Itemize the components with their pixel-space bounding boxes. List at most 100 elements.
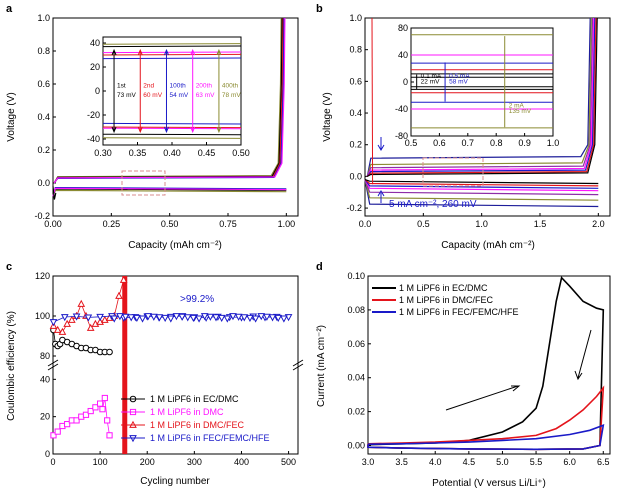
inset-y-tick-label-a: 0 (95, 86, 100, 96)
zoom-box-b (422, 157, 484, 187)
data-point-c (96, 313, 104, 322)
arrowhead-icon (190, 48, 196, 134)
data-point-c (54, 428, 61, 435)
inset-y-tick-label-b: 80 (398, 23, 408, 33)
y-tick-label-d: 0.10 (347, 271, 365, 281)
data-point-c (206, 313, 215, 321)
rate-annotation-b: 5 mA cm⁻², 260 mV (389, 199, 477, 210)
data-point-c (91, 319, 100, 327)
plot-frame-d (367, 275, 611, 455)
data-point-c (87, 407, 94, 415)
spike-line-b (371, 17, 374, 185)
x-tick-label-d: 3.5 (395, 457, 408, 467)
data-point-c (104, 417, 111, 424)
y-tick-label-c: 120 (35, 271, 50, 281)
y-tick-label-d: 0.06 (347, 339, 365, 349)
dmc-fec-failure-band (122, 276, 128, 454)
data-point-c (77, 299, 86, 307)
data-point-c (101, 394, 108, 402)
data-point-c (172, 313, 181, 321)
data-point-c (183, 314, 192, 322)
inset-y-tick-label-b: 0 (403, 77, 408, 87)
data-point-c (121, 313, 130, 321)
charge-curve-b (366, 17, 597, 177)
inset-x-tick-label-b: 0.6 (433, 138, 446, 148)
data-point-c (223, 315, 232, 323)
y-tick-label-b: 1.0 (349, 13, 362, 23)
overpotential-value-b: 22 mV (421, 78, 440, 85)
axis-ticks-b: 0.0 0.5 1.0 1.5 2.0 -0.2 0.0 0.2 0.4 0.6 0.8 1.0 (346, 13, 604, 229)
x-tick-label-c: 200 (140, 457, 155, 467)
current-label-b: 2 mA (509, 103, 525, 110)
curves-a (52, 17, 287, 200)
axis-ticks-d: 3.0 3.5 4.0 4.5 5.0 5.5 6.0 6.5 0.00 0.02 0.04 0.06… (347, 271, 609, 467)
efficiency-annotation-c: >99.2% (180, 294, 214, 305)
current-label-b: 0.1 mA (421, 73, 442, 80)
y-tick-label-b: 0.4 (349, 108, 362, 118)
discharge-curve-b (364, 179, 599, 189)
y-tick-label-d: 0.04 (347, 373, 365, 383)
data-point-c (189, 314, 198, 323)
discharge-curve-b (364, 179, 599, 201)
cycle-label-a: 200th (196, 82, 213, 89)
x-tick-label-d: 5.0 (496, 457, 509, 467)
data-point-c (73, 417, 80, 424)
x-tick-label-a: 0.00 (44, 219, 62, 229)
discharge-curve-b (364, 179, 599, 196)
up-arrow-icon (377, 190, 385, 203)
inset-upper-line-a (102, 43, 242, 45)
overpotential-value-a: 54 mV (169, 92, 188, 99)
data-point-c (217, 314, 226, 323)
data-point-c (166, 315, 175, 323)
plot-frame-c (52, 275, 299, 455)
x-tick-label-b: 1.0 (475, 219, 488, 229)
charge-curve-b (366, 17, 594, 177)
y-tick-label-b: 0.6 (349, 76, 362, 86)
inset-x-tick-label-b: 0.7 (462, 138, 475, 148)
y-tick-label-a: 0.4 (37, 112, 50, 122)
y-tick-label-a: 0.6 (37, 79, 50, 89)
data-point-c (195, 315, 203, 323)
charge-curve-b (366, 17, 592, 177)
y-tick-label-a: 0.2 (37, 145, 50, 155)
legend-label-d: 1 M LiPF6 in EC/DMC (399, 283, 488, 293)
legend-label-c: 1 M LiPF6 in DMC/FEC (150, 420, 245, 430)
y-tick-label-a: 1.0 (37, 13, 50, 23)
y-tick-label-d: 0.08 (347, 305, 365, 315)
data-point-c (99, 406, 106, 413)
inset-upper-line-a (102, 57, 242, 60)
x-tick-label-c: 400 (234, 457, 249, 467)
data-point-c (229, 313, 237, 321)
overpotential-value-b: 135 mV (509, 108, 532, 115)
arrowhead-icon (164, 48, 169, 134)
arrowhead-icon (216, 48, 222, 134)
data-point-c (127, 314, 136, 322)
y-tick-label-a: 0.8 (37, 46, 50, 56)
data-point-c (119, 275, 128, 283)
axis-ticks-c: 0 100 200 300 400 500 80 100 120 0 20 40 (35, 271, 304, 467)
data-point-c (268, 314, 277, 322)
data-point-c (106, 432, 113, 439)
y-tick-label-b: 0.0 (349, 171, 362, 181)
inset-x-tick-label-b: 0.9 (518, 138, 531, 148)
legend-d: 1 M LiPF6 in EC/DMC 1 M LiPF6 in DMC/FEC 1… (372, 283, 519, 317)
y-tick-label-b: 0.2 (349, 140, 362, 150)
x-tick-label-d: 4.0 (429, 457, 442, 467)
data-point-c (86, 323, 95, 331)
data-point-c (72, 313, 81, 321)
axis-break-right-icon (292, 359, 304, 371)
inset-y-tick-label-b: -80 (395, 131, 408, 141)
x-tick-label-b: 2.0 (592, 219, 605, 229)
discharge-curve-a (52, 189, 287, 197)
panel-label-a: a (6, 3, 13, 15)
panel-c: c 0 100 200 300 400 500 80 100 120 0 20 40 Cycling … (6, 261, 304, 487)
curves-b (364, 17, 599, 208)
panel-d: d 3.0 3.5 4.0 4.5 5.0 5.5 6.0 6.5 0.00 0.02 0.04 0.… (316, 261, 611, 489)
inset-x-tick-label-a: 0.30 (94, 148, 112, 158)
data-point-c (115, 291, 123, 299)
data-point-c (280, 315, 288, 323)
data-point-c (133, 314, 141, 323)
inset-y-tick-label-b: -40 (395, 104, 408, 114)
y-tick-label-d: 0.00 (347, 441, 365, 451)
